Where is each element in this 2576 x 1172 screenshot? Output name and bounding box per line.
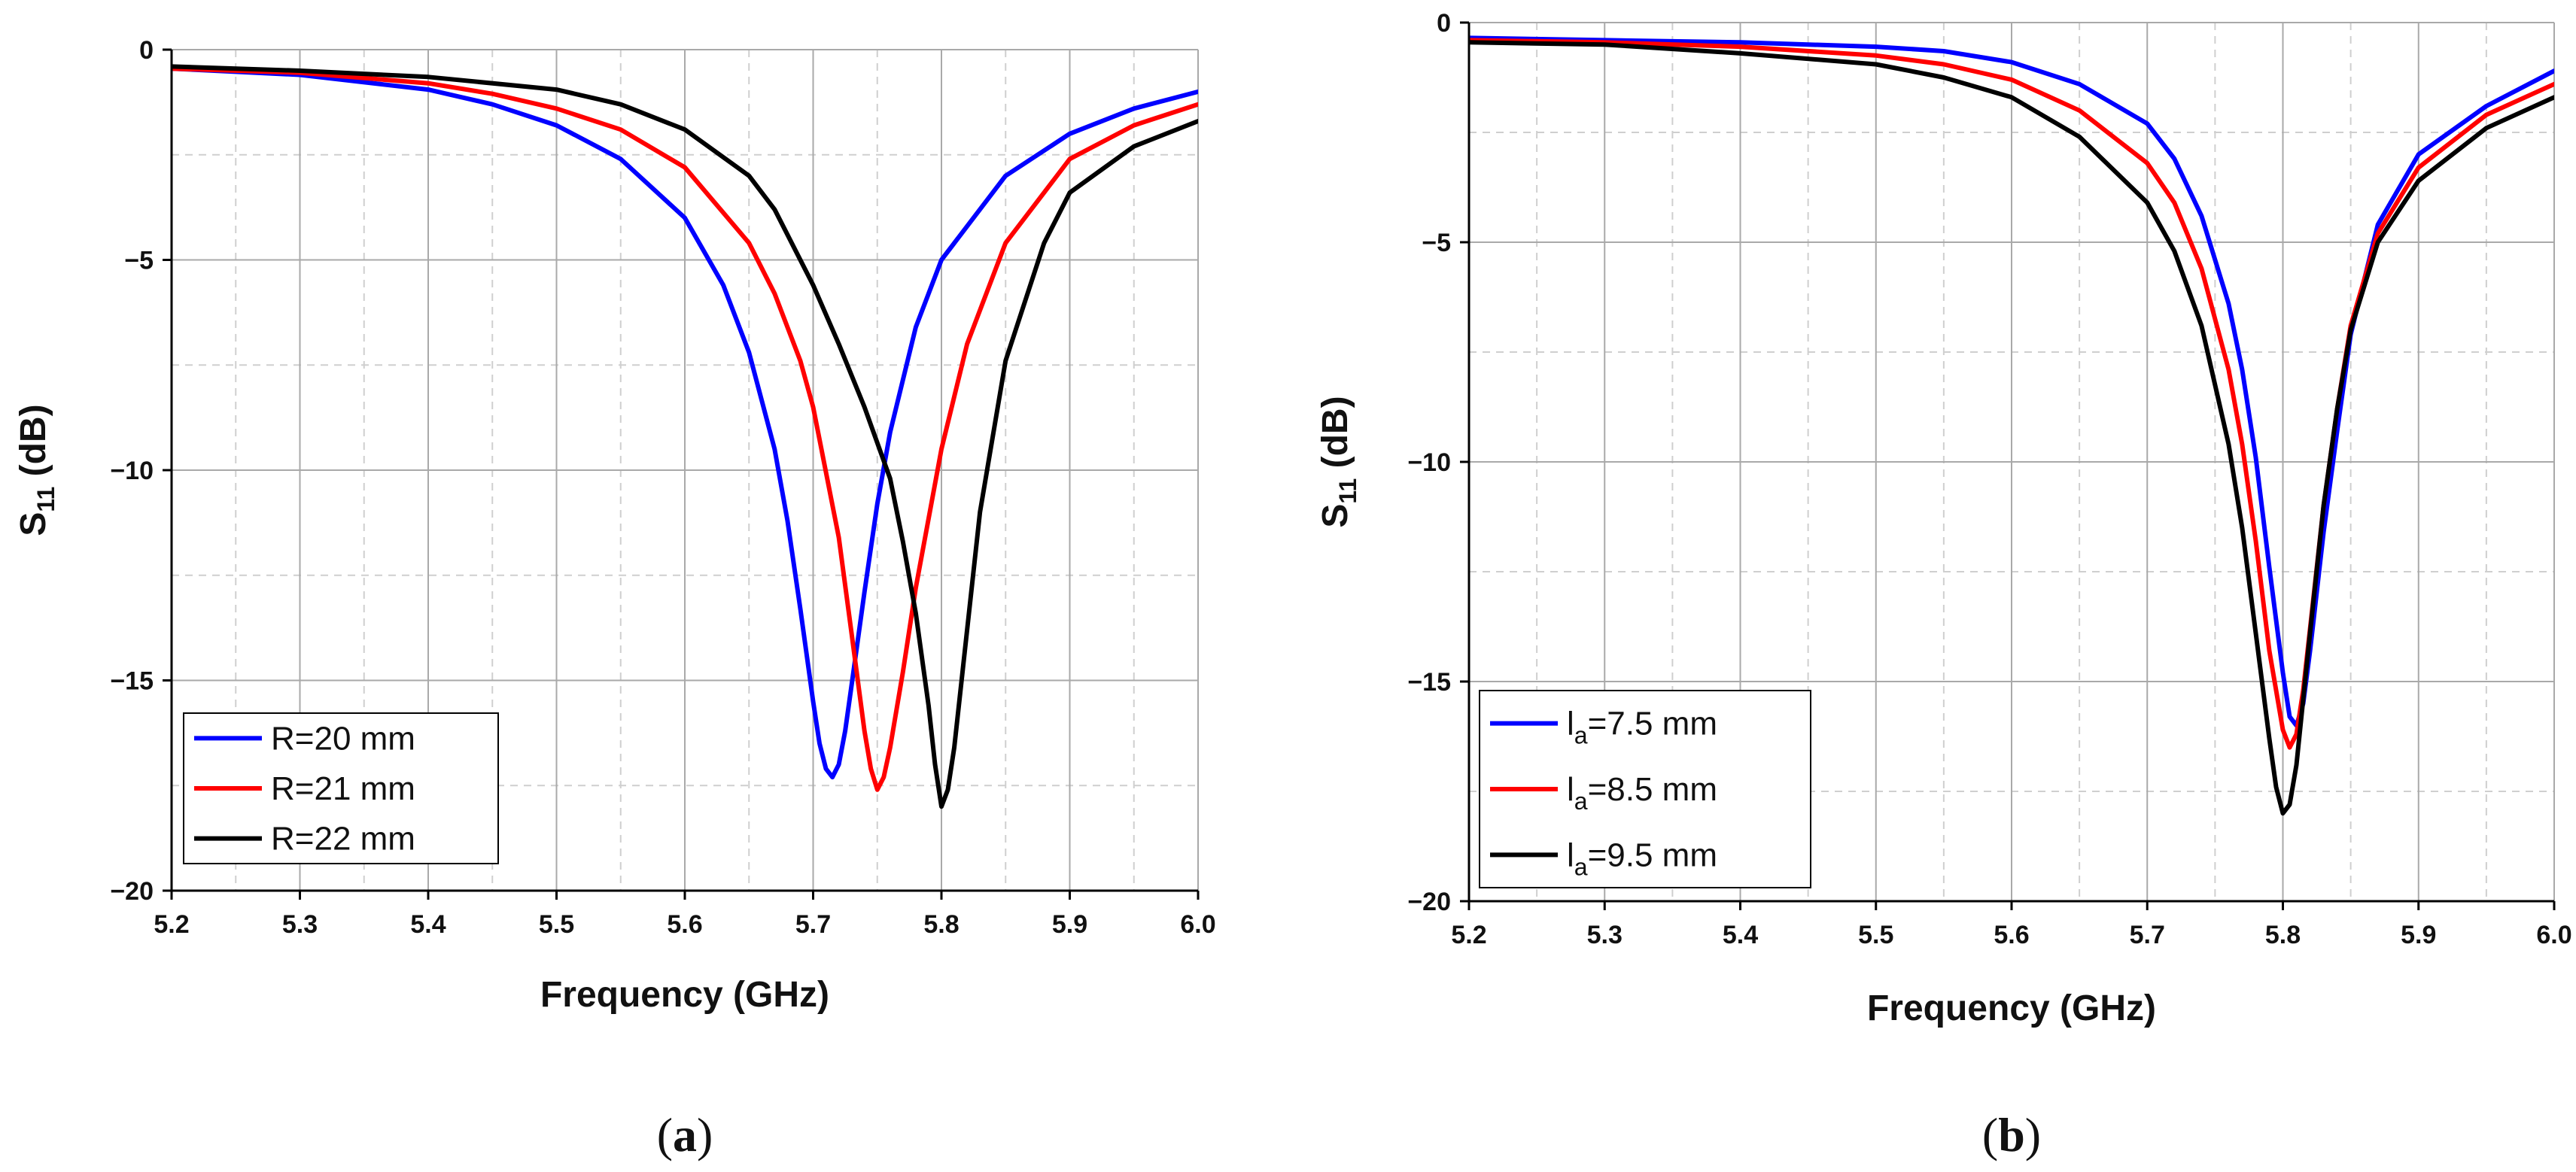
panel-label-letter: b (1998, 1108, 2025, 1161)
legend-label-2-sub: a (1574, 788, 1588, 815)
legend-label-2: R=21 mm (271, 770, 415, 807)
legend: R=20 mm R=21 mm R=22 mm (183, 712, 499, 864)
x-tick-label: 5.9 (1052, 910, 1087, 939)
legend-label-3-base: l (1567, 836, 1574, 873)
legend-label-3-sub: a (1574, 853, 1588, 880)
y-tick-label: −5 (1422, 229, 1451, 257)
x-tick-label: 5.4 (410, 910, 446, 939)
y-axis-title-base: S (14, 512, 53, 536)
x-tick-label: 5.6 (667, 910, 702, 939)
y-tick-label: −20 (1407, 888, 1451, 916)
y-tick-label: −10 (110, 457, 154, 485)
y-axis-title-sub: 11 (32, 487, 59, 512)
x-axis-title: Frequency (GHz) (1867, 988, 2156, 1028)
panel-label-close: ) (2025, 1108, 2041, 1161)
ticks: 5.2 5.3 5.4 5.5 5.6 5.7 5.8 5.9 6.0 0 −5 −10 −15 −20 (1407, 9, 2571, 949)
legend-label-3: la=9.5 mm (1567, 836, 1717, 880)
y-axis-title: S11 (dB) (14, 404, 59, 536)
panel-label-open: ( (1982, 1108, 1998, 1161)
series-group (172, 64, 1198, 809)
y-tick-label: 0 (139, 36, 154, 65)
x-tick-label: 5.2 (154, 910, 189, 939)
legend-label-2-rest: =8.5 mm (1588, 771, 1717, 808)
y-axis-title: S11 (dB) (1315, 396, 1361, 527)
legend-label-1-rest: =7.5 mm (1588, 706, 1717, 742)
x-tick-label: 5.8 (2265, 921, 2301, 949)
panel-label-close: ) (697, 1108, 713, 1161)
legend-label-3-base: R=22 mm (271, 821, 415, 858)
series-line-2 (172, 66, 1198, 792)
x-tick-label: 5.8 (923, 910, 959, 939)
x-tick-label: 5.4 (1723, 921, 1758, 949)
y-axis-title-rest: (dB) (14, 404, 53, 486)
legend-label-2-base: l (1567, 771, 1574, 808)
y-tick-label: −15 (110, 667, 154, 696)
y-axis-title-rest: (dB) (1315, 396, 1355, 478)
legend-label-1: la=7.5 mm (1567, 706, 1717, 749)
x-tick-label: 5.3 (1587, 921, 1623, 949)
series-group (1469, 35, 2554, 816)
legend-label-3-rest: =9.5 mm (1588, 836, 1717, 873)
x-tick-label: 5.3 (282, 910, 318, 939)
x-tick-label: 6.0 (1180, 910, 1215, 939)
ticks: 5.2 5.3 5.4 5.5 5.6 5.7 5.8 5.9 6.0 0 −5 −10 −15 −20 (110, 36, 1215, 939)
x-tick-label: 5.5 (539, 910, 574, 939)
x-tick-label: 5.2 (1451, 921, 1486, 949)
y-tick-label: 0 (1437, 9, 1451, 38)
x-tick-label: 5.5 (1858, 921, 1893, 949)
legend-label-1-sub: a (1574, 722, 1588, 749)
panel-label: (a) (657, 1108, 713, 1161)
y-tick-label: −15 (1407, 668, 1451, 697)
legend-label-2: la=8.5 mm (1567, 771, 1717, 815)
series-line-3 (1469, 40, 2554, 816)
x-tick-label: 5.7 (2130, 921, 2165, 949)
x-tick-label: 5.7 (795, 910, 831, 939)
y-axis-title-base: S (1315, 504, 1355, 528)
x-tick-label: 6.0 (2536, 921, 2571, 949)
y-tick-label: −20 (110, 877, 154, 906)
panel-label-letter: a (673, 1108, 697, 1161)
y-tick-label: −10 (1407, 448, 1451, 477)
chart-panel-a: 5.2 5.3 5.4 5.5 5.6 5.7 5.8 5.9 6.0 0 −5 −10 −15 −20 F… (14, 36, 1216, 1161)
series-line-3 (172, 64, 1198, 809)
x-tick-label: 5.6 (1994, 921, 2029, 949)
legend-label-1: R=20 mm (271, 720, 415, 757)
y-axis-title-sub: 11 (1334, 478, 1361, 504)
chart-panel-b: 5.2 5.3 5.4 5.5 5.6 5.7 5.8 5.9 6.0 0 −5 −10 −15 −20 F… (1315, 9, 2572, 1161)
y-tick-label: −5 (124, 247, 154, 275)
panel-label: (b) (1982, 1108, 2041, 1161)
panel-label-open: ( (657, 1108, 673, 1161)
legend-label-2-base: R=21 mm (271, 770, 415, 807)
legend-label-1-base: l (1567, 706, 1574, 742)
x-tick-label: 5.9 (2401, 921, 2436, 949)
x-axis-title: Frequency (GHz) (540, 975, 829, 1015)
legend-label-1-base: R=20 mm (271, 720, 415, 757)
legend-label-3: R=22 mm (271, 821, 415, 858)
series-line-1 (172, 66, 1198, 780)
